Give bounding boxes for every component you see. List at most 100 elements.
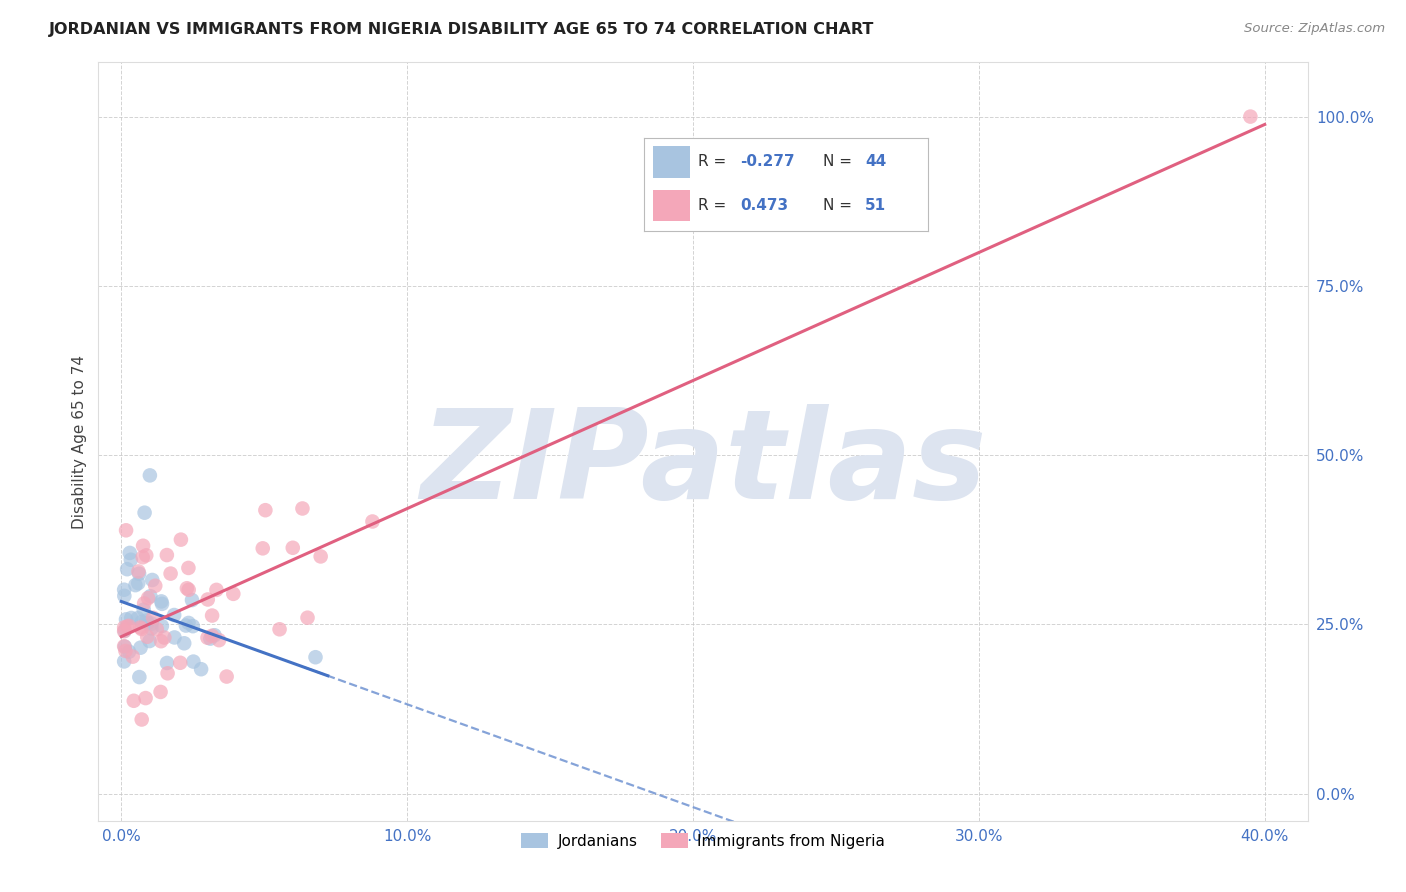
Point <box>254 503 277 517</box>
Point <box>174 618 197 632</box>
Text: 44: 44 <box>865 154 887 169</box>
Point <box>201 608 224 623</box>
Point <box>173 636 195 650</box>
Text: Source: ZipAtlas.com: Source: ZipAtlas.com <box>1244 22 1385 36</box>
Point <box>115 524 138 538</box>
Point <box>142 611 165 625</box>
Point <box>129 620 152 634</box>
Point <box>177 615 200 630</box>
Point <box>131 713 153 727</box>
Point <box>122 694 145 708</box>
Point <box>197 592 219 607</box>
Point <box>149 685 172 699</box>
Point <box>124 578 146 592</box>
Text: JORDANIAN VS IMMIGRANTS FROM NIGERIA DISABILITY AGE 65 TO 74 CORRELATION CHART: JORDANIAN VS IMMIGRANTS FROM NIGERIA DIS… <box>49 22 875 37</box>
Point <box>269 622 291 636</box>
Point <box>208 633 231 648</box>
Point <box>181 619 204 633</box>
Point <box>136 615 159 630</box>
Point <box>118 645 141 659</box>
Y-axis label: Disability Age 65 to 74: Disability Age 65 to 74 <box>72 354 87 529</box>
Point <box>252 541 274 556</box>
Point <box>112 582 135 597</box>
Point <box>205 582 228 597</box>
Bar <box>652 146 689 178</box>
Point <box>156 666 179 681</box>
Point <box>115 612 138 626</box>
Point <box>131 615 153 629</box>
Point <box>291 501 314 516</box>
Point <box>138 634 160 648</box>
Point <box>115 562 138 576</box>
Point <box>153 631 176 645</box>
Point <box>136 591 159 605</box>
Text: R =: R = <box>699 198 731 212</box>
Point <box>297 610 319 624</box>
Point <box>112 624 135 639</box>
Point <box>132 550 155 565</box>
Point <box>143 579 166 593</box>
Point <box>132 602 155 616</box>
Point <box>136 630 159 644</box>
Text: 51: 51 <box>865 198 886 212</box>
Point <box>163 631 186 645</box>
Point <box>304 650 326 665</box>
Point <box>201 629 224 643</box>
Point <box>215 669 238 683</box>
Point <box>129 640 152 655</box>
Point <box>156 548 179 562</box>
Point <box>118 619 141 633</box>
Point <box>177 561 200 575</box>
Point <box>114 624 136 638</box>
Text: 0.473: 0.473 <box>741 198 789 212</box>
Point <box>181 593 204 607</box>
Point <box>134 597 156 611</box>
Point <box>200 632 222 646</box>
Point <box>131 622 153 636</box>
Point <box>120 611 142 625</box>
Point <box>132 539 155 553</box>
Point <box>1239 110 1261 124</box>
Point <box>128 566 150 581</box>
Point <box>150 634 173 648</box>
Text: N =: N = <box>823 198 856 212</box>
Point <box>114 640 136 654</box>
Point <box>112 620 135 634</box>
Legend: Jordanians, Immigrants from Nigeria: Jordanians, Immigrants from Nigeria <box>515 827 891 855</box>
Text: N =: N = <box>823 154 856 169</box>
Point <box>128 670 150 684</box>
Text: -0.277: -0.277 <box>741 154 796 169</box>
Point <box>183 655 205 669</box>
Point <box>150 594 173 608</box>
Point <box>204 628 226 642</box>
Point <box>222 587 245 601</box>
Point <box>127 576 149 591</box>
Point <box>177 582 200 597</box>
Point <box>150 597 173 611</box>
Point <box>127 565 149 579</box>
Point <box>159 566 181 581</box>
Point <box>176 581 198 595</box>
Text: R =: R = <box>699 154 731 169</box>
Text: ZIPatlas: ZIPatlas <box>420 404 986 524</box>
Point <box>156 656 179 670</box>
Point <box>112 589 135 603</box>
Point <box>135 691 157 706</box>
Point <box>135 549 157 563</box>
Point <box>197 631 219 645</box>
Point <box>139 589 162 603</box>
Point <box>112 639 135 653</box>
Point <box>120 553 142 567</box>
Bar <box>652 190 689 221</box>
Point <box>112 655 135 669</box>
Point <box>309 549 332 564</box>
Point <box>190 662 212 676</box>
Point <box>146 622 169 636</box>
Point <box>361 515 384 529</box>
Point <box>121 649 143 664</box>
Point <box>150 619 173 633</box>
Point <box>141 616 163 631</box>
Point <box>163 607 186 622</box>
Point <box>281 541 304 555</box>
Point <box>139 468 162 483</box>
